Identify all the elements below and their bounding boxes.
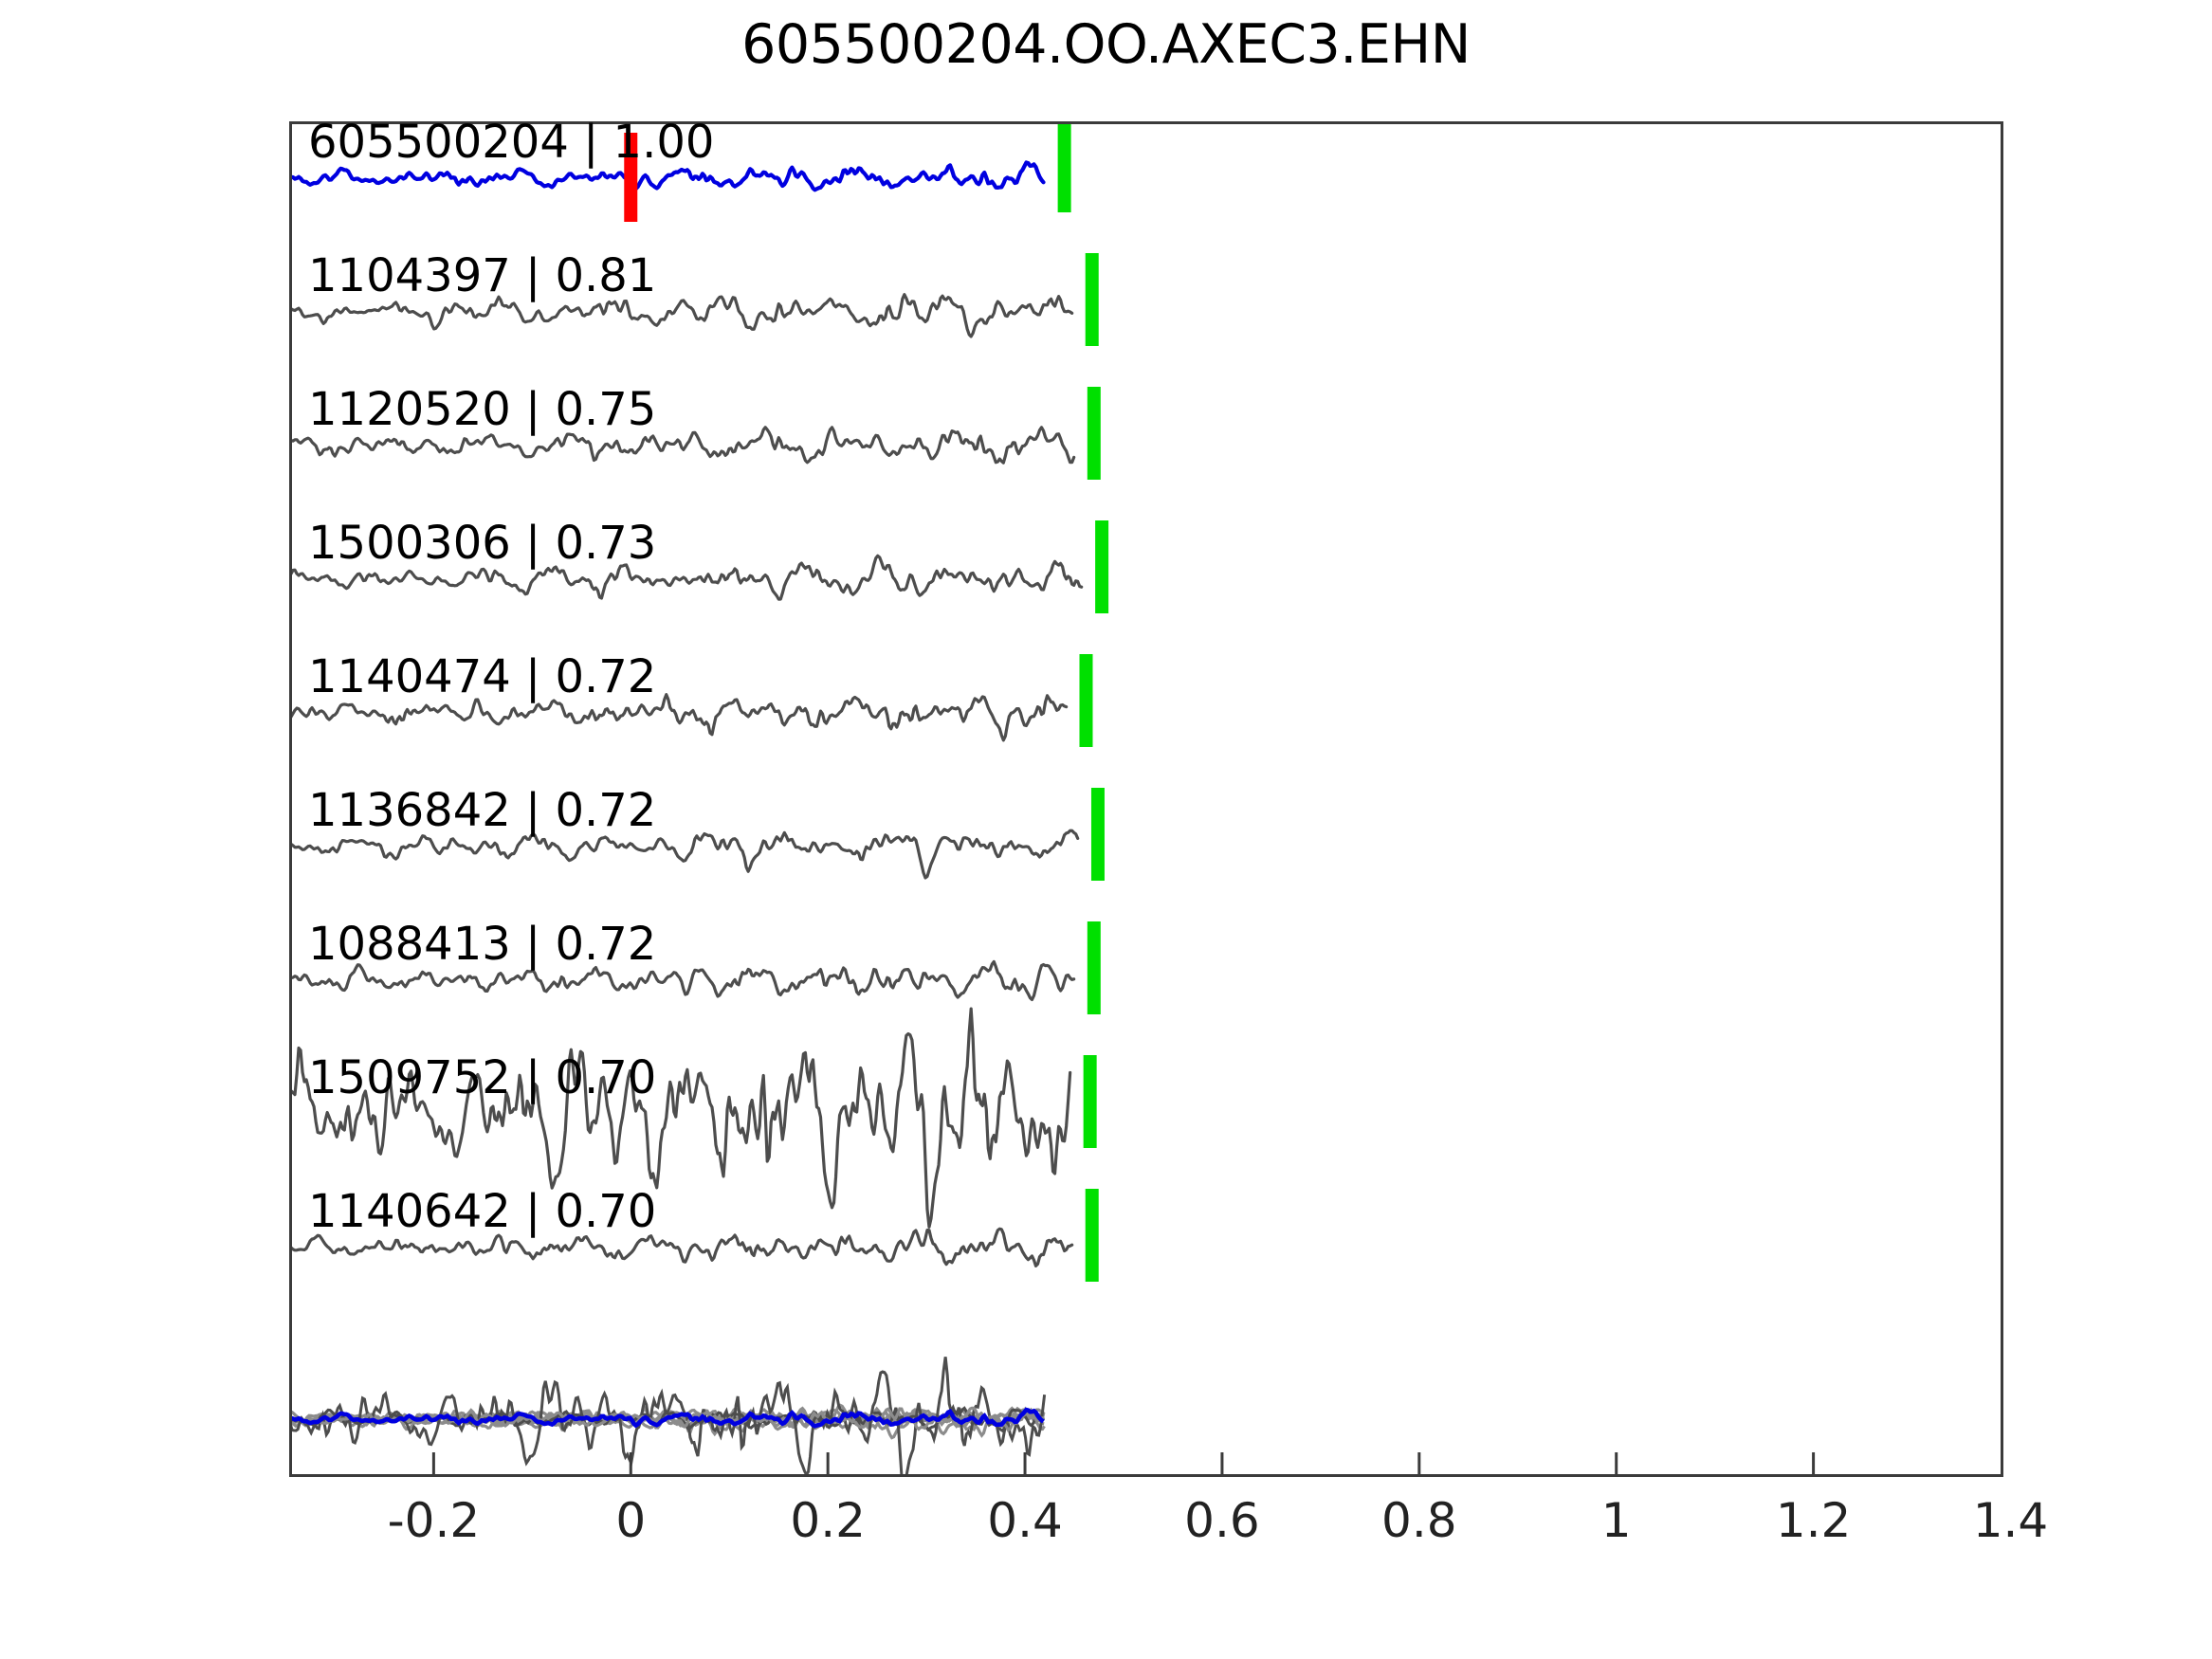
pick-markers — [624, 121, 1109, 1282]
x-tick-label: 0.6 — [1184, 1493, 1260, 1548]
trace-label: 1140474 | 0.72 — [308, 650, 657, 703]
phase-pick-marker — [1085, 1189, 1099, 1282]
waveform-plot-svg — [289, 121, 2003, 1477]
phase-pick-marker — [1090, 788, 1105, 881]
phase-pick-marker — [1083, 1055, 1097, 1148]
x-tick-label: 0.8 — [1381, 1493, 1457, 1548]
x-tick-label: 1 — [1600, 1493, 1632, 1548]
origin-time-marker — [624, 133, 638, 222]
waveform-trace — [289, 426, 1076, 465]
x-tick-label: 0.2 — [790, 1493, 866, 1548]
stacked-overlay-trace — [289, 1357, 1047, 1477]
trace-label: 1104397 | 0.81 — [308, 249, 657, 302]
trace-label: 1120520 | 0.75 — [308, 383, 657, 436]
trace-label: 1088413 | 0.72 — [308, 918, 657, 971]
phase-pick-marker — [1057, 121, 1071, 212]
x-tick-label: 1.2 — [1775, 1493, 1852, 1548]
waveform-trace — [289, 693, 1069, 742]
x-axis-ticks — [431, 1452, 1816, 1476]
phase-pick-marker — [1085, 253, 1099, 346]
x-tick-label: 0.4 — [987, 1493, 1063, 1548]
axes-frame — [289, 121, 2003, 1477]
waveform-traces — [289, 160, 1084, 1477]
waveform-trace — [289, 293, 1074, 338]
trace-label: 1500306 | 0.73 — [308, 517, 657, 570]
waveform-trace — [289, 829, 1080, 880]
trace-label: 1136842 | 0.72 — [308, 784, 657, 837]
phase-pick-marker — [1087, 387, 1101, 480]
phase-pick-marker — [1087, 921, 1101, 1014]
stacked-overlay-trace — [289, 1408, 1046, 1440]
plot-area — [289, 121, 2003, 1477]
x-tick-label: 1.4 — [1972, 1493, 2049, 1548]
page-title: 605500204.OO.AXEC3.EHN — [741, 13, 1471, 76]
waveform-trace — [289, 160, 1046, 192]
stacked-overlay-reference-trace — [289, 1407, 1045, 1429]
waveform-trace — [289, 959, 1076, 1002]
x-tick-label: -0.2 — [387, 1493, 481, 1548]
waveform-trace — [289, 1007, 1072, 1229]
phase-pick-marker — [1095, 520, 1109, 613]
waveform-trace — [289, 554, 1084, 601]
waveform-trace — [289, 1227, 1074, 1268]
trace-label: 1509752 | 0.70 — [308, 1051, 657, 1104]
x-tick-label: 0 — [615, 1493, 647, 1548]
phase-pick-marker — [1079, 654, 1093, 747]
trace-label: 605500204 | 1.00 — [308, 116, 715, 169]
trace-label: 1140642 | 0.70 — [308, 1185, 657, 1238]
